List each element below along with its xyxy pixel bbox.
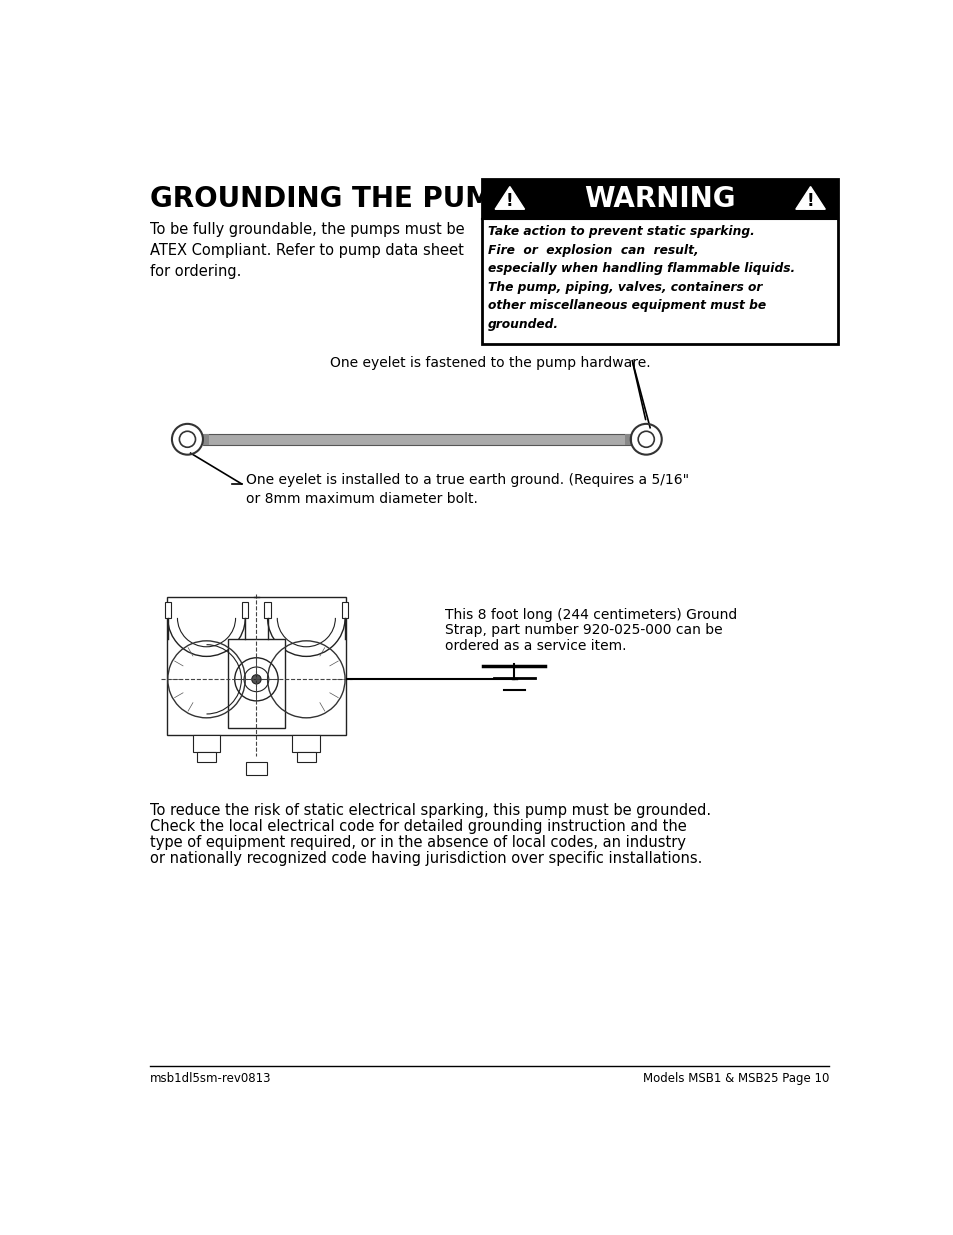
Bar <box>242 603 248 618</box>
Text: GROUNDING THE PUMP: GROUNDING THE PUMP <box>150 185 513 214</box>
Text: grounded.: grounded. <box>488 317 558 331</box>
Bar <box>292 735 320 752</box>
Bar <box>624 433 630 445</box>
Bar <box>481 219 838 343</box>
Bar <box>341 603 348 618</box>
Text: This 8 foot long (244 centimeters) Ground: This 8 foot long (244 centimeters) Groun… <box>444 608 737 622</box>
Text: ordered as a service item.: ordered as a service item. <box>444 638 625 652</box>
Bar <box>245 762 267 774</box>
Text: One eyelet is installed to a true earth ground. (Requires a 5/16"
or 8mm maximum: One eyelet is installed to a true earth … <box>245 473 688 505</box>
Text: One eyelet is fastened to the pump hardware.: One eyelet is fastened to the pump hardw… <box>330 356 650 370</box>
Bar <box>264 603 271 618</box>
Bar <box>165 603 171 618</box>
Text: Check the local electrical code for detailed grounding instruction and the: Check the local electrical code for deta… <box>150 819 686 834</box>
Text: To be fully groundable, the pumps must be
ATEX Compliant. Refer to pump data she: To be fully groundable, the pumps must b… <box>150 222 464 279</box>
Bar <box>197 752 215 762</box>
Text: !: ! <box>505 193 513 210</box>
Bar <box>481 179 838 343</box>
Text: Strap, part number 920-025-000 can be: Strap, part number 920-025-000 can be <box>444 624 721 637</box>
Polygon shape <box>495 186 524 209</box>
Bar <box>481 179 838 219</box>
Bar <box>228 640 285 729</box>
Text: WARNING: WARNING <box>584 185 735 212</box>
Polygon shape <box>795 186 824 209</box>
Text: or nationally recognized code having jurisdiction over specific installations.: or nationally recognized code having jur… <box>150 851 702 866</box>
Text: Take action to prevent static sparking.: Take action to prevent static sparking. <box>488 225 754 238</box>
Bar <box>296 752 315 762</box>
Text: Models MSB1 & MSB25 Page 10: Models MSB1 & MSB25 Page 10 <box>642 1072 828 1086</box>
Text: msb1dl5sm-rev0813: msb1dl5sm-rev0813 <box>150 1072 272 1086</box>
Text: Fire  or  explosion  can  result,: Fire or explosion can result, <box>488 243 698 257</box>
Bar <box>203 433 630 445</box>
Text: !: ! <box>806 193 814 210</box>
Bar <box>167 598 345 735</box>
Bar <box>203 433 209 445</box>
Text: The pump, piping, valves, containers or: The pump, piping, valves, containers or <box>488 280 761 294</box>
Text: other miscellaneous equipment must be: other miscellaneous equipment must be <box>488 299 765 312</box>
Text: To reduce the risk of static electrical sparking, this pump must be grounded.: To reduce the risk of static electrical … <box>150 803 711 818</box>
Bar <box>193 735 220 752</box>
Text: especially when handling flammable liquids.: especially when handling flammable liqui… <box>488 262 795 275</box>
Text: type of equipment required, or in the absence of local codes, an industry: type of equipment required, or in the ab… <box>150 835 685 850</box>
Circle shape <box>252 674 261 684</box>
